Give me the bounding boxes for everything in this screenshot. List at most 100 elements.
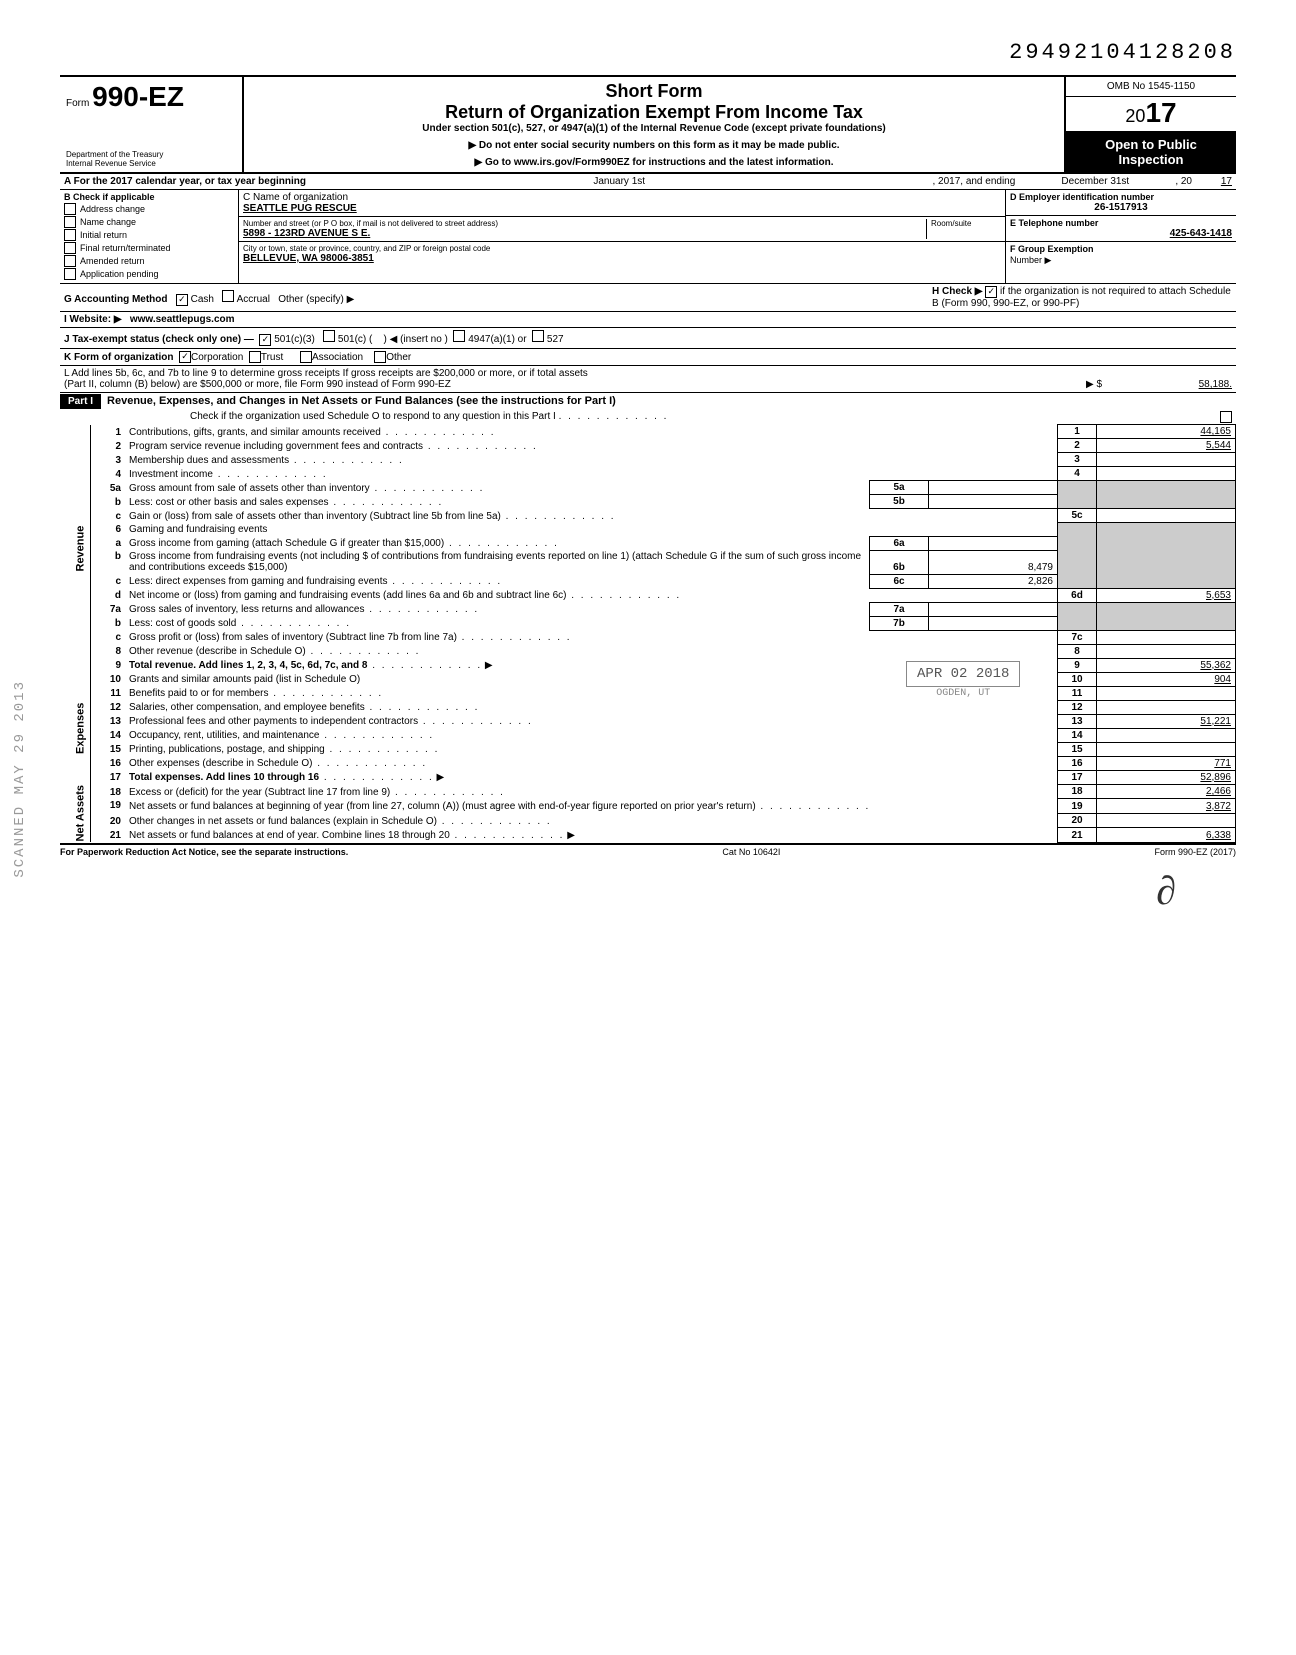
l7c-desc: Gross profit or (loss) from sales of inv… [129, 632, 457, 643]
l1-desc: Contributions, gifts, grants, and simila… [129, 427, 381, 438]
l6a-subval [929, 536, 1058, 550]
j-o3: 4947(a)(1) or [468, 334, 526, 345]
j-o2: 501(c) ( [338, 334, 372, 345]
l9-val: 55,362 [1097, 658, 1236, 672]
l7c-val [1097, 630, 1236, 644]
l7a-subval [929, 602, 1058, 616]
l4-desc: Investment income [129, 469, 213, 480]
l4-no: 4 [91, 467, 126, 481]
l7b-sub: 7b [870, 616, 929, 630]
chk-application-pending[interactable] [64, 268, 76, 280]
l-text1: L Add lines 5b, 6c, and 7b to line 9 to … [64, 368, 1232, 379]
year-prefix: 20 [1125, 106, 1145, 126]
l4-val [1097, 467, 1236, 481]
signature-mark: ∂ [60, 857, 1236, 914]
l8-val [1097, 644, 1236, 658]
g-label: G Accounting Method [64, 294, 168, 305]
l-text2: (Part II, column (B) below) are $500,000… [64, 379, 1086, 390]
chk-cash[interactable]: ✓ [176, 294, 188, 306]
ein: 26-1517913 [1010, 202, 1232, 213]
chk-trust[interactable] [249, 351, 261, 363]
k-o3: Association [312, 352, 363, 363]
l10-val: 904 [1097, 672, 1236, 686]
l12-col: 12 [1058, 700, 1097, 714]
l1-col: 1 [1058, 425, 1097, 439]
l1-no: 1 [91, 425, 126, 439]
l5c-val [1097, 509, 1236, 523]
chk-amended-return[interactable] [64, 255, 76, 267]
netassets-label: Net Assets [60, 784, 91, 842]
l17-val: 52,896 [1097, 770, 1236, 784]
line-a-label: A For the 2017 calendar year, or tax yea… [64, 176, 306, 187]
i-label: I Website: ▶ [64, 314, 122, 325]
l6b-subval: 8,479 [929, 550, 1058, 574]
h-label: H Check ▶ [932, 286, 982, 297]
l10-desc: Grants and similar amounts paid (list in… [129, 674, 360, 685]
chk-name-change[interactable] [64, 216, 76, 228]
line-a: A For the 2017 calendar year, or tax yea… [60, 174, 1236, 190]
l6a-sub: 6a [870, 536, 929, 550]
j-o4: 527 [547, 334, 564, 345]
l14-val [1097, 728, 1236, 742]
l18-col: 18 [1058, 784, 1097, 799]
l5c-desc: Gain or (loss) from sale of assets other… [129, 511, 501, 522]
chk-schedule-o-part1[interactable] [1220, 411, 1232, 423]
line-a-yr: 17 [1192, 176, 1232, 187]
l5a-no: 5a [91, 481, 126, 495]
l6a-desc: Gross income from gaming (attach Schedul… [129, 538, 444, 549]
l17-col: 17 [1058, 770, 1097, 784]
chk-other-org[interactable] [374, 351, 386, 363]
chk-4947[interactable] [453, 330, 465, 342]
l6d-col: 6d [1058, 588, 1097, 602]
ssn-note: ▶ Do not enter social security numbers o… [252, 140, 1056, 151]
l2-desc: Program service revenue including govern… [129, 441, 423, 452]
l10-no: 10 [91, 672, 126, 686]
f-label2: Number ▶ [1010, 255, 1051, 265]
form-prefix: Form [66, 98, 89, 109]
k-o1: Corporation [191, 352, 243, 363]
chk-association[interactable] [300, 351, 312, 363]
l4-col: 4 [1058, 467, 1097, 481]
chk-501c[interactable] [323, 330, 335, 342]
entity-block: B Check if applicable Address change Nam… [60, 190, 1236, 284]
line-a-begin: January 1st [306, 176, 933, 187]
chk-schedule-b[interactable]: ✓ [985, 286, 997, 298]
l6b-desc: Gross income from fundraising events (no… [129, 551, 861, 573]
l6d-desc: Net income or (loss) from gaming and fun… [129, 590, 566, 601]
l7c-col: 7c [1058, 630, 1097, 644]
l6d-val: 5,653 [1097, 588, 1236, 602]
l7b-subval [929, 616, 1058, 630]
l21-desc: Net assets or fund balances at end of ye… [129, 830, 450, 841]
l13-desc: Professional fees and other payments to … [129, 716, 418, 727]
l21-col: 21 [1058, 828, 1097, 843]
chk-corporation[interactable]: ✓ [179, 351, 191, 363]
part1-title: Revenue, Expenses, and Changes in Net As… [101, 393, 622, 409]
l2-val: 5,544 [1097, 439, 1236, 453]
chk-final-return[interactable] [64, 242, 76, 254]
open-public-2: Inspection [1068, 152, 1234, 167]
received-stamp: APR 02 2018 [906, 661, 1020, 687]
chk-527[interactable] [532, 330, 544, 342]
chk-accrual[interactable] [222, 290, 234, 302]
l19-desc: Net assets or fund balances at beginning… [129, 801, 756, 812]
l5c-col: 5c [1058, 509, 1097, 523]
l21-no: 21 [91, 828, 126, 843]
ogden-stamp: OGDEN, UT [936, 688, 990, 699]
l6c-subval: 2,826 [929, 574, 1058, 588]
l3-no: 3 [91, 453, 126, 467]
l11-val [1097, 686, 1236, 700]
l5c-no: c [91, 509, 126, 523]
l5a-subval [929, 481, 1058, 495]
g-accrual: Accrual [237, 294, 270, 305]
l8-col: 8 [1058, 644, 1097, 658]
l7b-no: b [91, 616, 126, 630]
chk-initial-return[interactable] [64, 229, 76, 241]
expenses-label: Expenses [60, 672, 91, 784]
chk-501c3[interactable]: ✓ [259, 334, 271, 346]
l5a-desc: Gross amount from sale of assets other t… [129, 483, 370, 494]
chk-address-change[interactable] [64, 203, 76, 215]
g-cash: Cash [191, 294, 214, 305]
l14-no: 14 [91, 728, 126, 742]
l16-no: 16 [91, 756, 126, 770]
city-label: City or town, state or province, country… [243, 244, 1001, 253]
